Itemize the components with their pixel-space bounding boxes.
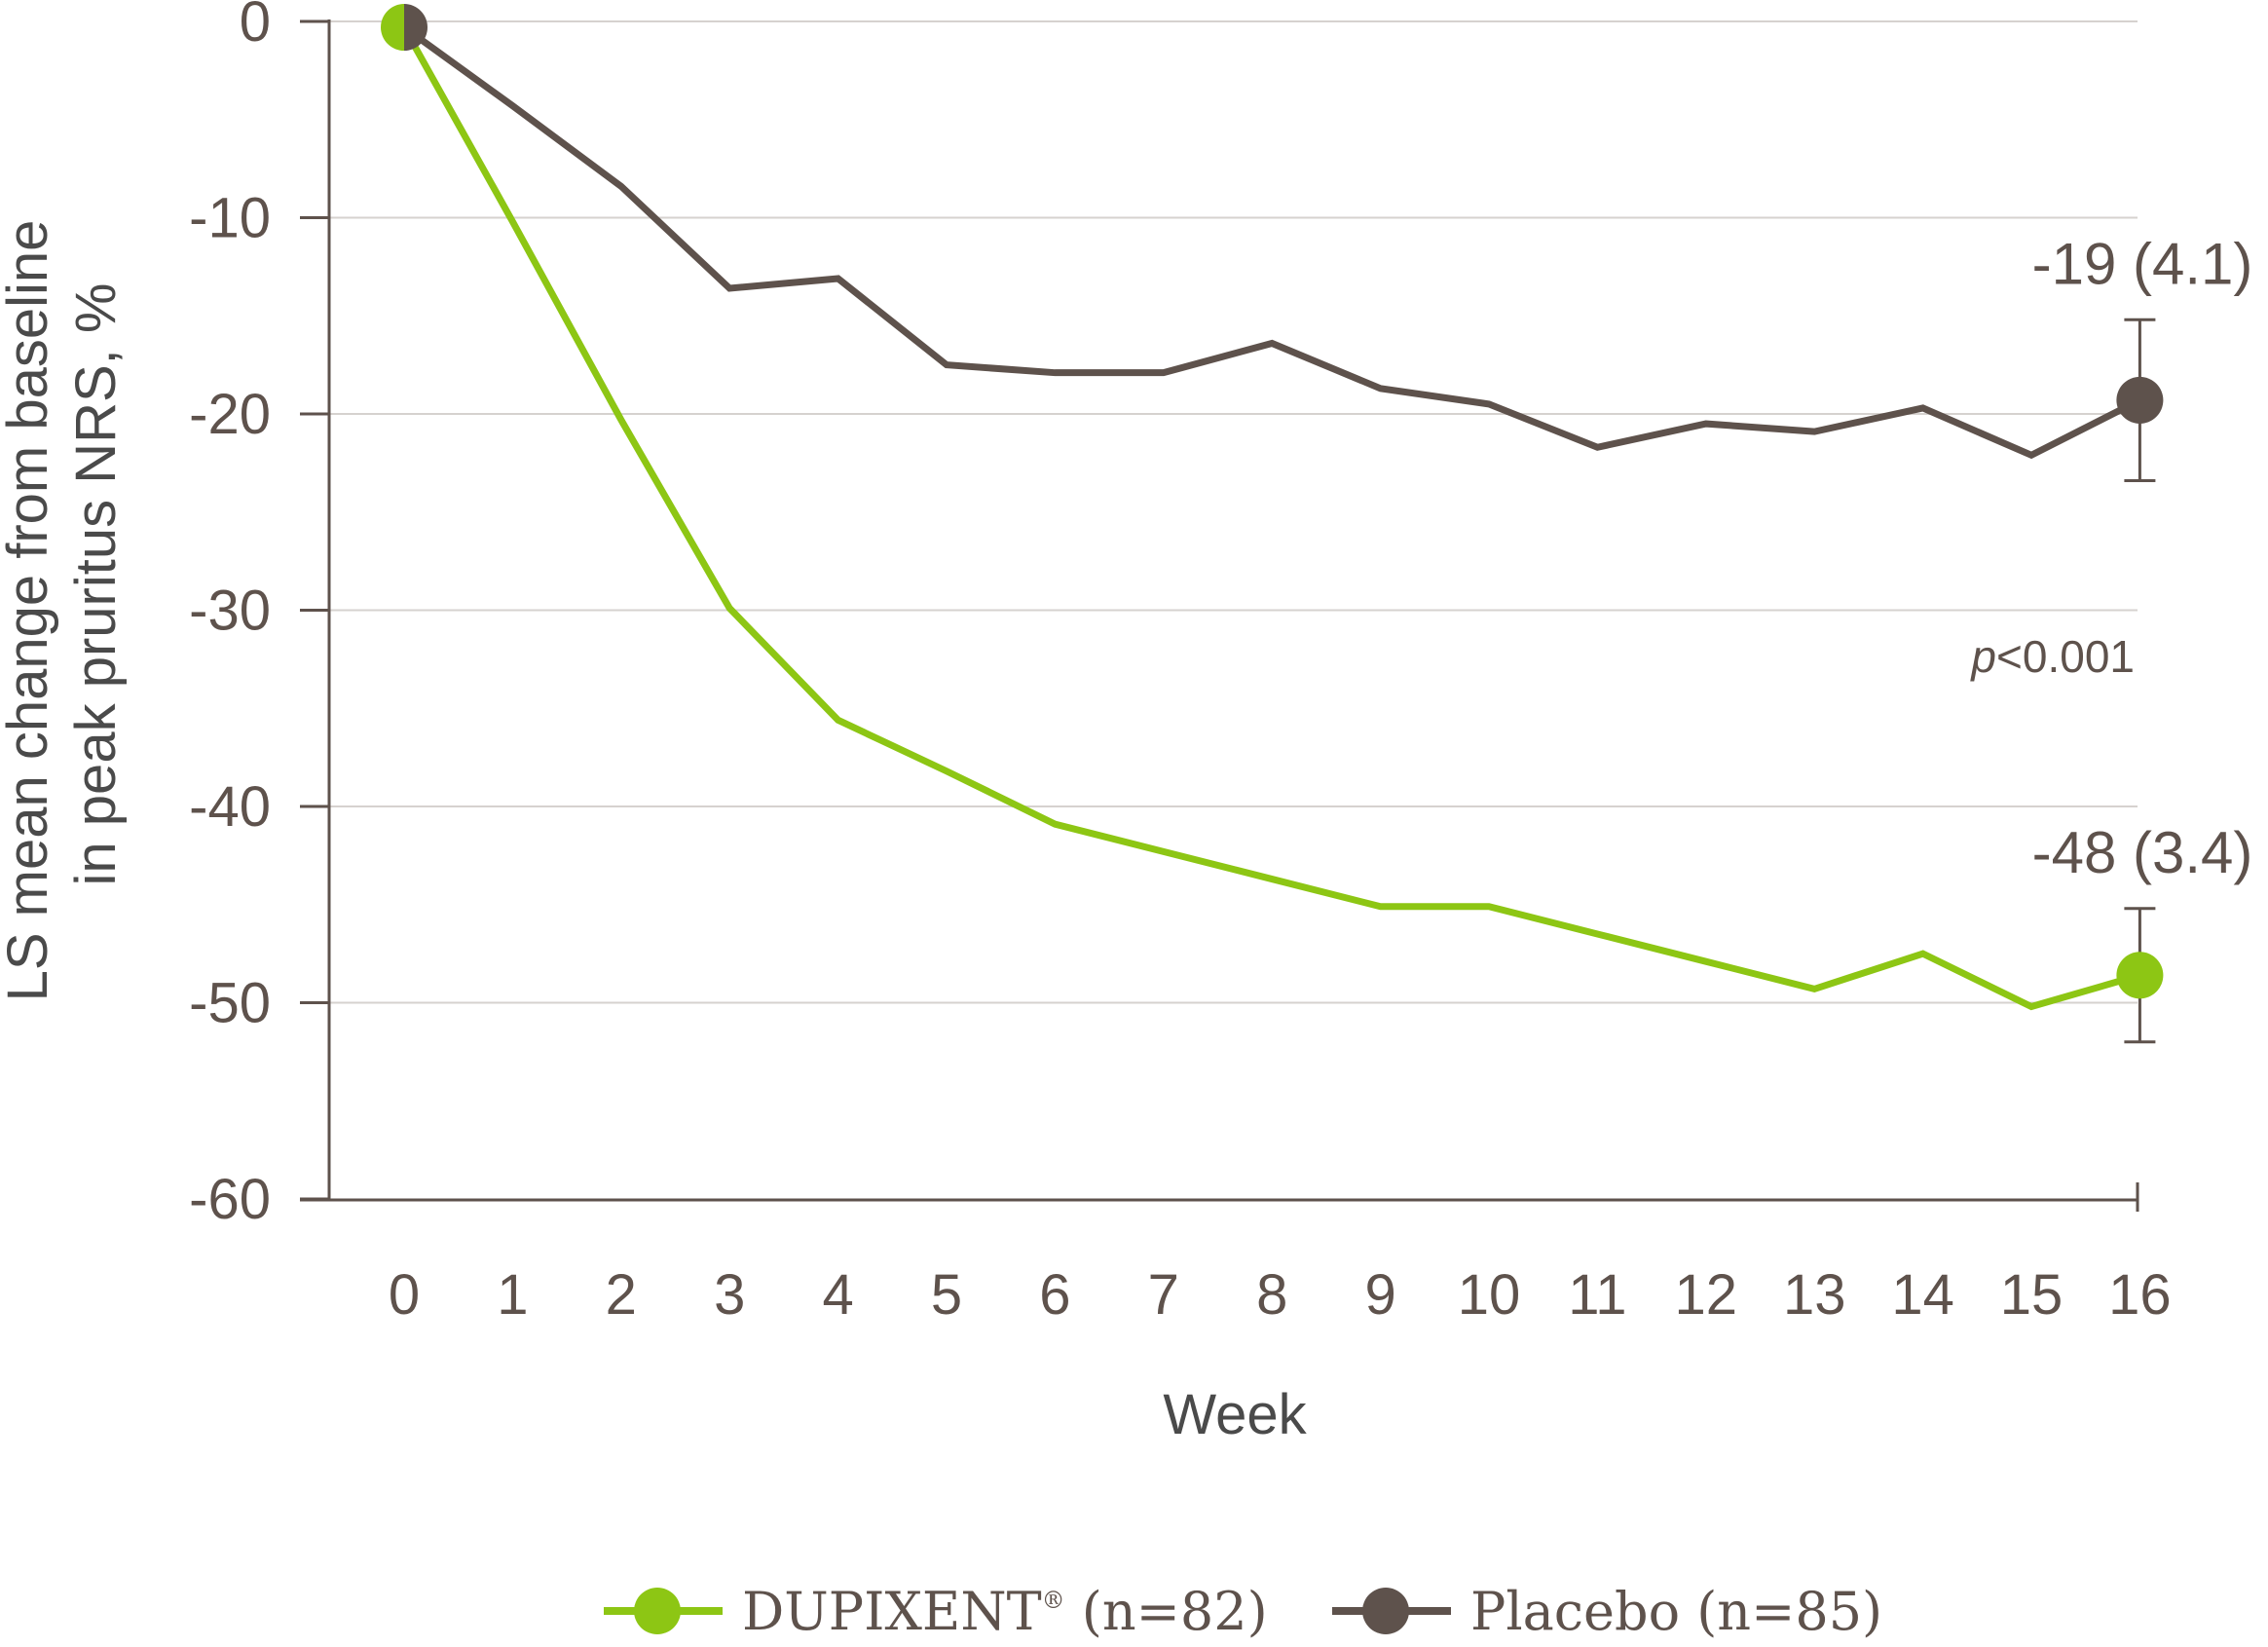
x-tick-label: 4 bbox=[822, 1263, 853, 1327]
y-tick-label: -20 bbox=[189, 383, 271, 446]
dupixent-end-value-label: -48 (3.4) bbox=[2032, 820, 2253, 885]
legend-series-n: (n=85) bbox=[1680, 1581, 1882, 1642]
x-tick-label: 16 bbox=[2108, 1263, 2172, 1327]
y-tick-label: -50 bbox=[189, 972, 271, 1035]
p-value-annotation: p<0.001 bbox=[1969, 631, 2135, 682]
start-marker-placebo-half bbox=[404, 4, 428, 52]
legend-series-name: DUPIXENT bbox=[742, 1581, 1042, 1642]
x-tick-label: 13 bbox=[1783, 1263, 1846, 1327]
x-tick-label: 7 bbox=[1148, 1263, 1179, 1327]
p-value-text: <0.001 bbox=[1996, 631, 2135, 682]
x-tick-label: 12 bbox=[1675, 1263, 1738, 1327]
x-tick-label: 8 bbox=[1256, 1263, 1287, 1327]
legend-swatch-marker-placebo bbox=[1362, 1588, 1409, 1634]
x-tick-label: 5 bbox=[931, 1263, 962, 1327]
x-tick-label: 0 bbox=[389, 1263, 420, 1327]
legend-registered-mark: ® bbox=[1042, 1587, 1065, 1614]
y-tick-label: -10 bbox=[189, 187, 271, 250]
legend-label-placebo: Placebo (n=85) bbox=[1470, 1581, 1882, 1642]
x-tick-label: 11 bbox=[1568, 1263, 1626, 1327]
x-tick-label: 9 bbox=[1364, 1263, 1395, 1327]
p-value-italic: p bbox=[1969, 631, 1996, 682]
x-tick-label: 1 bbox=[497, 1263, 528, 1327]
placebo-end-value-label: -19 (4.1) bbox=[2032, 231, 2253, 296]
end-labels: -48 (3.4) -19 (4.1) bbox=[2032, 231, 2253, 885]
placebo-line bbox=[401, 24, 2141, 460]
x-tick-label: 2 bbox=[606, 1263, 637, 1327]
legend-series-n: (n=82) bbox=[1065, 1581, 1268, 1642]
x-tick-label: 6 bbox=[1039, 1263, 1070, 1327]
legend-label-dupixent: DUPIXENT® (n=82) bbox=[742, 1581, 1268, 1642]
error-bars bbox=[381, 4, 2164, 1044]
y-tick-label: 0 bbox=[240, 0, 271, 54]
dupixent-end-marker bbox=[2116, 952, 2164, 999]
x-tick-label: 10 bbox=[1458, 1263, 1521, 1327]
series-group bbox=[400, 24, 2141, 1011]
y-axis-title-line1: LS mean change from baseline bbox=[0, 220, 59, 1002]
start-marker-dupixent-half bbox=[381, 4, 404, 52]
legend-series-name: Placebo bbox=[1470, 1581, 1680, 1642]
y-axis-title-line2: in peak pruritus NRS, % bbox=[64, 283, 128, 886]
legend: DUPIXENT® (n=82) Placebo (n=85) bbox=[604, 1581, 1882, 1642]
dupixent-line bbox=[400, 25, 2141, 1011]
gridlines bbox=[329, 20, 2138, 1004]
y-tick-labels: 0 -10 -20 -30 -40 -50 -60 bbox=[189, 0, 271, 1231]
y-tick-label: -40 bbox=[189, 775, 271, 839]
y-tick-label: -30 bbox=[189, 580, 271, 643]
x-tick-labels: 0 1 2 3 4 5 6 7 8 9 10 11 12 13 14 15 16 bbox=[389, 1263, 2172, 1327]
x-tick-label: 14 bbox=[1891, 1263, 1954, 1327]
x-axis-title: Week bbox=[1163, 1383, 1307, 1446]
x-tick-label: 3 bbox=[714, 1263, 745, 1327]
y-tick-label: -60 bbox=[189, 1168, 271, 1231]
placebo-end-marker bbox=[2116, 376, 2164, 424]
legend-swatch-marker-dupixent bbox=[634, 1588, 681, 1634]
x-tick-label: 15 bbox=[2000, 1263, 2064, 1327]
axes bbox=[300, 19, 2139, 1212]
